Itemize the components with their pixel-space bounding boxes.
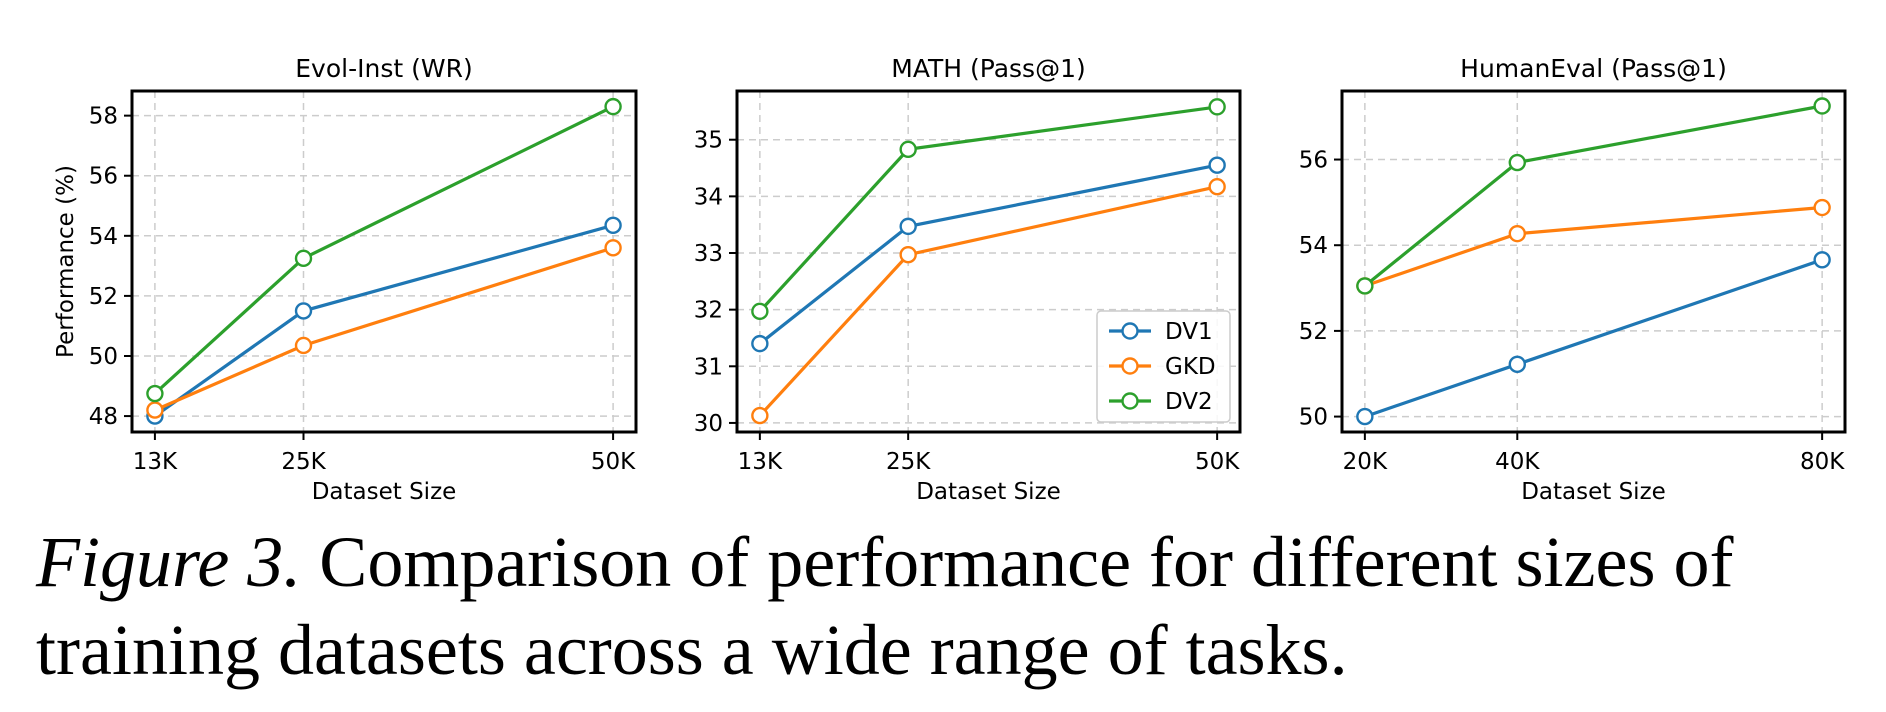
- chart1-y-axis-label: Performance (%): [53, 165, 79, 358]
- chart3-y-tick-label: 50: [1299, 405, 1328, 431]
- chart2-x-tick-label: 50K: [1195, 449, 1240, 475]
- chart2-legend-label-dv2: DV2: [1165, 389, 1213, 415]
- chart2-y-tick-label: 34: [694, 184, 723, 210]
- chart2-axes-frame: [735, 89, 1242, 434]
- chart3-x-tick-label: 80K: [1800, 449, 1845, 475]
- chart3-point-gkd: [1813, 198, 1831, 217]
- chart1-title: Evol-Inst (WR): [295, 54, 472, 83]
- chart3-x-axis-label: Dataset Size: [1521, 479, 1666, 505]
- chart1-y-tick-label: 54: [89, 224, 118, 250]
- chart2-point-dv2: [899, 140, 917, 159]
- chart3-point-gkd: [1508, 224, 1526, 243]
- chart2-point-dv2: [1208, 98, 1226, 116]
- chart3-series-line-dv1: [1364, 258, 1823, 419]
- charts-svg: 13K 25K 50K 48 50 52 54 56 58 Evol-Inst (WR) Datas…: [53, 54, 1847, 505]
- chart1-y-tick-label: 58: [89, 104, 118, 130]
- chart1-axes-frame: [130, 89, 638, 434]
- chart2-legend-label-dv1: DV1: [1165, 319, 1213, 345]
- chart2-title: MATH (Pass@1): [891, 54, 1085, 83]
- chart3-point-dv1: [1356, 407, 1374, 426]
- chart1-point-dv2: [604, 97, 622, 116]
- chart2-point-dv1: [899, 217, 917, 236]
- chart2-y-tick-label: 31: [694, 354, 723, 380]
- chart1-y-tick-label: 56: [89, 164, 118, 190]
- chart3-y-tick-label: 52: [1299, 319, 1328, 345]
- figure-caption: Figure 3. Comparison of performance for …: [36, 518, 1866, 694]
- chart3-x-tick-label: 20K: [1343, 449, 1388, 475]
- chart3-axes-frame: [1340, 89, 1847, 434]
- chart2-point-dv1: [1208, 156, 1226, 174]
- chart2-point-dv2: [751, 302, 769, 321]
- chart2-y-tick-label: 35: [694, 128, 723, 154]
- chart1-point-dv2: [146, 384, 164, 403]
- chart1-y-tick-label: 52: [89, 284, 118, 310]
- chart3-x-tick-label: 40K: [1495, 449, 1540, 475]
- chart1-point-dv2: [294, 249, 313, 268]
- chart2-y-tick-label: 33: [694, 241, 723, 267]
- chart3-y-tick-label: 56: [1299, 148, 1328, 174]
- chart2-point-gkd: [1208, 178, 1226, 196]
- chart2-point-gkd: [751, 406, 769, 425]
- chart2-point-dv1: [751, 334, 769, 353]
- chart2-y-tick-label: 30: [694, 411, 723, 437]
- chart2-legend-label-gkd: GKD: [1165, 354, 1216, 380]
- caption-text: Comparison of performance for different …: [36, 522, 1734, 690]
- caption-label: Figure 3.: [36, 522, 302, 602]
- chart3-point-dv2: [1356, 277, 1374, 295]
- chart3-series-line-gkd: [1364, 205, 1823, 288]
- chart1-point-dv1: [294, 302, 313, 320]
- chart1-point-gkd: [604, 239, 622, 257]
- chart1-y-tick-label: 48: [89, 404, 118, 430]
- chart1-y-tick-label: 50: [89, 344, 118, 370]
- chart1-x-tick-label: 50K: [591, 449, 636, 475]
- chart2-x-tick-label: 25K: [886, 449, 931, 475]
- chart3-point-dv2: [1508, 153, 1526, 172]
- chart2-legend-marker-dv2: [1121, 392, 1139, 410]
- chart3-title: HumanEval (Pass@1): [1460, 54, 1727, 83]
- chart3-point-dv1: [1813, 251, 1831, 269]
- chart2-legend-marker-gkd: [1121, 357, 1139, 375]
- chart3-series-line-dv2: [1363, 104, 1823, 288]
- chart2-legend-marker-dv1: [1121, 322, 1139, 340]
- chart1-point-gkd: [146, 401, 164, 419]
- chart1-point-dv1: [604, 216, 622, 234]
- chart1-point-gkd: [294, 336, 313, 355]
- chart1-x-tick-label: 13K: [133, 449, 178, 475]
- chart3-point-dv2: [1813, 97, 1831, 115]
- chart2-x-axis-label: Dataset Size: [916, 479, 1061, 505]
- chart2-point-gkd: [899, 246, 917, 264]
- chart3-point-dv1: [1508, 355, 1526, 374]
- chart1-x-axis-label: Dataset Size: [312, 479, 457, 505]
- chart1-series-line-dv2: [153, 105, 614, 395]
- chart3-y-tick-label: 54: [1299, 233, 1328, 259]
- chart1-x-tick-label: 25K: [281, 449, 326, 475]
- chart2-y-tick-label: 32: [694, 298, 723, 324]
- chart2-x-tick-label: 13K: [738, 449, 783, 475]
